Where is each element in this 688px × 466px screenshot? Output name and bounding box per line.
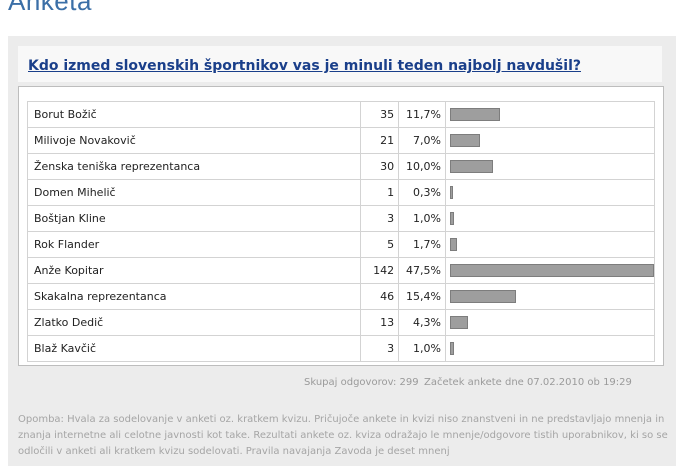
bar-cell — [445, 127, 655, 154]
vote-percent: 4,3% — [398, 309, 446, 336]
vote-count: 3 — [359, 335, 400, 362]
poll-row: Borut Božič 35 11,7% — [27, 101, 655, 128]
poll-results-table: Borut Božič 35 11,7% Milivoje Novakovič 21 7,… — [27, 101, 655, 362]
result-bar — [450, 238, 457, 251]
result-bar — [450, 342, 454, 355]
result-bar — [450, 290, 516, 303]
poll-row: Domen Mihelič 1 0,3% — [27, 179, 655, 206]
option-name: Skakalna reprezentanca — [27, 283, 361, 310]
page-title: Anketa — [8, 0, 92, 16]
question-box: Kdo izmed slovenskih športnikov vas je m… — [18, 46, 662, 82]
vote-count: 142 — [359, 257, 400, 284]
bar-cell — [445, 205, 655, 232]
poll-row: Boštjan Kline 3 1,0% — [27, 205, 655, 232]
vote-percent: 0,3% — [398, 179, 446, 206]
vote-count: 3 — [359, 205, 400, 232]
result-bar — [450, 134, 480, 147]
bar-cell — [445, 283, 655, 310]
bar-cell — [445, 179, 655, 206]
bar-cell — [445, 101, 655, 128]
option-name: Milivoje Novakovič — [27, 127, 361, 154]
disclaimer-note: Opomba: Hvala za sodelovanje v anketi oz… — [18, 414, 668, 457]
bar-cell — [445, 231, 655, 258]
vote-count: 35 — [359, 101, 400, 128]
result-bar — [450, 186, 453, 199]
bar-cell — [445, 257, 655, 284]
vote-percent: 1,0% — [398, 335, 446, 362]
option-name: Rok Flander — [27, 231, 361, 258]
bar-cell — [445, 309, 655, 336]
result-bar — [450, 316, 468, 329]
vote-count: 46 — [359, 283, 400, 310]
poll-row: Blaž Kavčič 3 1,0% — [27, 335, 655, 362]
poll-row: Rok Flander 5 1,7% — [27, 231, 655, 258]
poll-row: Milivoje Novakovič 21 7,0% — [27, 127, 655, 154]
option-name: Zlatko Dedič — [27, 309, 361, 336]
vote-count: 30 — [359, 153, 400, 180]
vote-percent: 10,0% — [398, 153, 446, 180]
vote-percent: 47,5% — [398, 257, 446, 284]
vote-count: 5 — [359, 231, 400, 258]
option-name: Blaž Kavčič — [27, 335, 361, 362]
option-name: Ženska teniška reprezentanca — [27, 153, 361, 180]
option-name: Anže Kopitar — [27, 257, 361, 284]
vote-percent: 15,4% — [398, 283, 446, 310]
result-bar — [450, 264, 654, 277]
poll-question-link[interactable]: Kdo izmed slovenskih športnikov vas je m… — [28, 58, 581, 74]
poll-row: Anže Kopitar 142 47,5% — [27, 257, 655, 284]
poll-row: Zlatko Dedič 13 4,3% — [27, 309, 655, 336]
result-bar — [450, 212, 454, 225]
option-name: Boštjan Kline — [27, 205, 361, 232]
poll-panel: Kdo izmed slovenskih športnikov vas je m… — [8, 36, 676, 466]
vote-count: 13 — [359, 309, 400, 336]
poll-row: Ženska teniška reprezentanca 30 10,0% — [27, 153, 655, 180]
vote-percent: 7,0% — [398, 127, 446, 154]
result-bar — [450, 160, 493, 173]
total-responses: Skupaj odgovorov: 299 — [304, 377, 419, 388]
vote-percent: 11,7% — [398, 101, 446, 128]
poll-results-box: Borut Božič 35 11,7% Milivoje Novakovič 21 7,… — [18, 86, 664, 366]
option-name: Domen Mihelič — [27, 179, 361, 206]
bar-cell — [445, 335, 655, 362]
vote-percent: 1,0% — [398, 205, 446, 232]
vote-percent: 1,7% — [398, 231, 446, 258]
result-bar — [450, 108, 500, 121]
vote-count: 1 — [359, 179, 400, 206]
bar-cell — [445, 153, 655, 180]
poll-row: Skakalna reprezentanca 46 15,4% — [27, 283, 655, 310]
option-name: Borut Božič — [27, 101, 361, 128]
vote-count: 21 — [359, 127, 400, 154]
poll-start-date: Začetek ankete dne 07.02.2010 ob 19:29 — [424, 377, 632, 388]
